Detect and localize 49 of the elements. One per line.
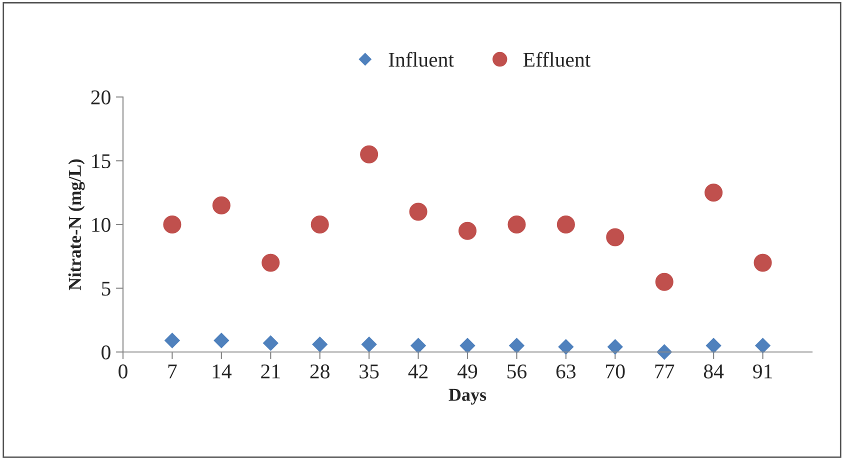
point <box>509 338 524 354</box>
x-tick-label: 35 <box>360 364 379 378</box>
point <box>360 145 378 164</box>
y-tick-label: 10 <box>92 218 110 232</box>
point <box>212 196 230 214</box>
point <box>263 336 278 351</box>
x-tick-label: 49 <box>457 364 478 378</box>
point <box>608 339 623 354</box>
point <box>410 338 426 354</box>
point <box>704 184 723 202</box>
x-tick-label: 91 <box>753 364 772 378</box>
x-tick-label: 14 <box>212 364 232 378</box>
point <box>262 254 280 272</box>
point <box>362 336 377 352</box>
point <box>656 344 672 360</box>
y-tick-label: 15 <box>92 154 110 168</box>
point <box>458 222 477 240</box>
point <box>755 338 770 354</box>
x-tick-label: 84 <box>704 364 724 378</box>
y-axis-title: Nitrate-N (mg/L) <box>68 159 85 290</box>
legend-label: Effluent <box>523 52 591 67</box>
point <box>508 215 526 234</box>
x-tick-label: 77 <box>655 364 674 378</box>
point <box>312 336 328 352</box>
point <box>655 272 674 291</box>
point <box>214 332 229 348</box>
point <box>558 339 574 354</box>
x-tick-label: 21 <box>261 364 280 378</box>
x-axis-title: Days <box>448 388 486 405</box>
legend-label: Influent <box>388 52 454 67</box>
point <box>310 215 329 234</box>
x-tick-label: 42 <box>408 364 428 378</box>
x-tick-label: 0 <box>118 364 128 378</box>
x-tick-label: 7 <box>168 364 177 378</box>
point <box>409 202 428 221</box>
x-tick-label: 28 <box>310 364 330 378</box>
point <box>556 215 575 234</box>
x-tick-label: 56 <box>508 364 527 378</box>
y-tick-label: 5 <box>102 282 110 296</box>
y-tick-label: 20 <box>91 90 110 104</box>
y-tick-label: 0 <box>102 345 110 360</box>
point <box>163 215 182 234</box>
point <box>460 338 476 354</box>
x-tick-label: 70 <box>606 364 625 378</box>
x-tick-label: 63 <box>556 364 576 378</box>
point <box>706 338 722 354</box>
point <box>754 254 772 272</box>
point <box>606 228 624 246</box>
point <box>164 332 180 348</box>
